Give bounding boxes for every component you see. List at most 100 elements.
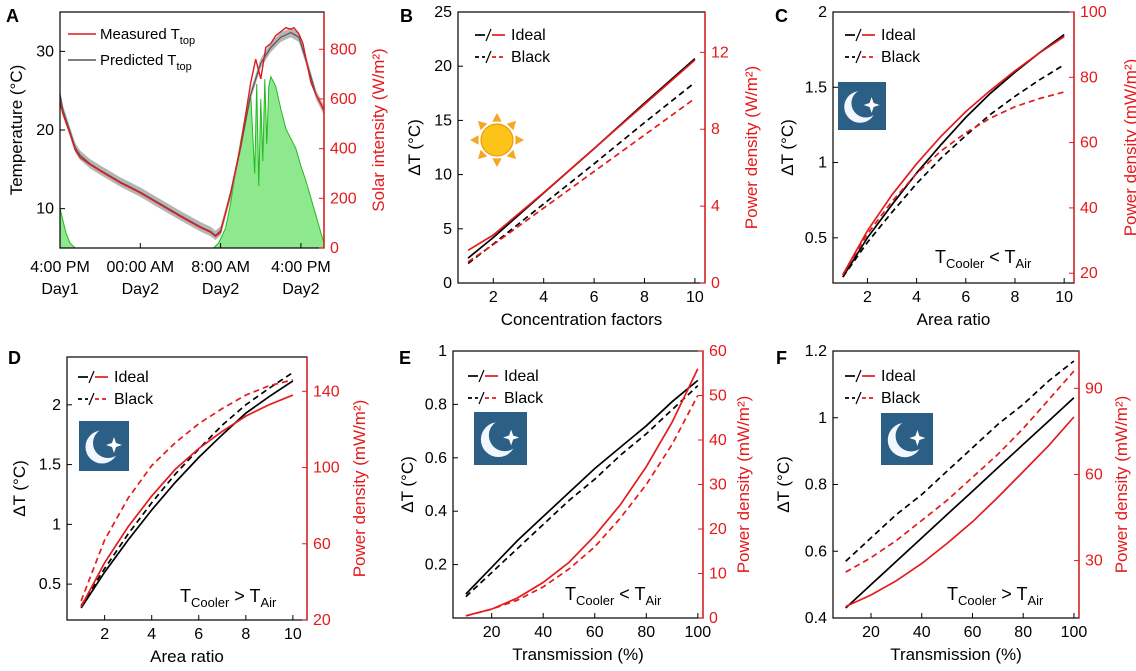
- x-tick-sublabel: Day2: [122, 281, 159, 298]
- legend-label: Black: [114, 391, 154, 408]
- y-right-tick-label: 800: [330, 41, 357, 58]
- legend-label: Ideal: [881, 368, 916, 385]
- y-tick-label: 0.8: [805, 477, 827, 494]
- x-tick-label: 40: [913, 624, 931, 641]
- y-right-axis-label: Power density (mW/m²): [1112, 396, 1131, 574]
- x-tick-sublabel: Day2: [282, 281, 319, 298]
- panel-a: A 4:00 PM Day1 00:00 AM Day2 8:00 AM Day2 4:00 …: [6, 6, 388, 298]
- text-segment: T: [565, 584, 576, 604]
- y-tick-label: 20: [434, 58, 452, 75]
- ideal-power-line: [845, 416, 1075, 608]
- y-right-tick-label: 0: [330, 240, 339, 257]
- text-segment: top: [180, 35, 195, 47]
- y-axis-label: ΔT (°C): [778, 119, 797, 176]
- panel-e: E20 40 60 80 1000.20.40.60.810102030405060Tr…: [398, 343, 753, 664]
- y-tick-label: 1.5: [805, 79, 827, 96]
- legend-slash: [855, 369, 862, 383]
- ideal-t-line: [465, 379, 699, 595]
- y-right-tick-label: 400: [330, 141, 357, 158]
- black-t-line: [845, 360, 1075, 562]
- text-segment: Cooler: [946, 256, 985, 271]
- measured-ttop-line: [59, 26, 325, 238]
- x-tick-label: 40: [534, 624, 552, 641]
- y-tick-label: 0.4: [805, 610, 827, 627]
- y-right-tick-label: 60: [1080, 135, 1098, 152]
- text-segment: T: [947, 584, 958, 604]
- panel-letter: B: [400, 6, 413, 26]
- star-icon: [909, 429, 926, 446]
- legend-slash: [88, 392, 95, 406]
- x-tick-label: 100: [684, 624, 711, 641]
- text-segment: > T: [229, 586, 260, 606]
- y-tick-label: 0: [443, 275, 452, 292]
- y-tick-label: 0.5: [805, 230, 827, 247]
- y-right-axis-label: Solar intensity (W/m²): [369, 48, 388, 211]
- x-tick-label: 20: [483, 624, 501, 641]
- legend-slash: [88, 370, 95, 384]
- sun-ray: [477, 149, 488, 160]
- y-right-tick-label: 12: [711, 44, 729, 61]
- y-tick-label: 1: [818, 410, 827, 427]
- x-tick-label: 6: [961, 289, 970, 306]
- x-tick-label: 10: [1055, 289, 1073, 306]
- y-axis-label: ΔT (°C): [398, 456, 417, 513]
- sun-ray: [506, 120, 517, 131]
- y-tick-label: 1.2: [805, 343, 827, 360]
- y-tick-label: 0.8: [425, 396, 447, 413]
- text-segment: < T: [984, 247, 1015, 267]
- sun-ray: [506, 149, 517, 160]
- y-right-tick-label: 20: [709, 521, 727, 538]
- star-icon: [503, 429, 520, 446]
- x-tick-label: 2: [863, 289, 872, 306]
- x-tick-label: 20: [862, 624, 880, 641]
- x-tick-sublabel: Day2: [202, 281, 239, 298]
- y-right-axis-label: Power density (W/m²): [742, 66, 761, 229]
- y-right-tick-label: 20: [1080, 265, 1098, 282]
- y-right-tick-label: 90: [1085, 380, 1103, 397]
- predicted-uncertainty-band: [60, 27, 324, 241]
- x-tick-label: 00:00 AM: [106, 259, 174, 276]
- text-segment: > T: [996, 584, 1027, 604]
- ideal-t-line: [845, 397, 1075, 609]
- black-t-line: [80, 371, 294, 607]
- y-right-tick-label: 140: [313, 383, 340, 400]
- legend-slash: [485, 28, 492, 42]
- y-right-tick-label: 100: [313, 460, 340, 477]
- y-tick-label: 0.5: [39, 576, 61, 593]
- y-right-tick-label: 30: [709, 477, 727, 494]
- panel-d: D 2 4 6 8 10 0.5 1 1.5 2 20 60 100 140 Area ratio ΔT (°…: [8, 348, 369, 666]
- y-tick-label: 2: [52, 397, 61, 414]
- y-right-tick-label: 60: [313, 536, 331, 553]
- sun-ray: [470, 135, 479, 145]
- y-tick-label: 0.2: [425, 557, 447, 574]
- y-right-tick-label: 200: [330, 190, 357, 207]
- star-icon: [863, 97, 880, 114]
- y-right-tick-label: 80: [1080, 69, 1098, 86]
- panel-letter: A: [6, 6, 19, 26]
- sun-icon: [480, 123, 514, 157]
- x-tick-label: 4:00 PM: [271, 259, 331, 276]
- y-right-tick-label: 50: [709, 388, 727, 405]
- panel-c: C 2 4 6 8 10 0.5 1 1.5 2 20 40 60 80 100 Area ratio ΔT (…: [775, 4, 1136, 329]
- text-segment: Cooler: [191, 595, 230, 610]
- legend-label: Ideal: [114, 369, 149, 386]
- text-segment: Air: [1027, 593, 1044, 608]
- x-tick-label: 2: [100, 626, 109, 643]
- x-tick-label: 100: [1061, 624, 1088, 641]
- y-right-axis-label: Power density (mW/m²): [734, 396, 753, 574]
- ideal-power-line: [842, 35, 1065, 276]
- ideal-t-line: [842, 33, 1065, 278]
- x-tick-label: 6: [194, 626, 203, 643]
- y-right-axis-label: Power density (mW/m²): [350, 400, 369, 578]
- text-segment: T: [180, 586, 191, 606]
- temperature-condition-annotation: TCooler < TAir: [565, 584, 662, 608]
- y-right-tick-label: 4: [711, 198, 720, 215]
- legend-label: Black: [504, 390, 544, 407]
- legend-slash: [485, 50, 492, 64]
- ideal-power-line: [467, 59, 696, 252]
- sun-ray: [492, 113, 502, 122]
- moon-shadow: [895, 420, 927, 452]
- x-tick-label: 4: [539, 289, 548, 306]
- y-tick-label: 2: [818, 4, 827, 21]
